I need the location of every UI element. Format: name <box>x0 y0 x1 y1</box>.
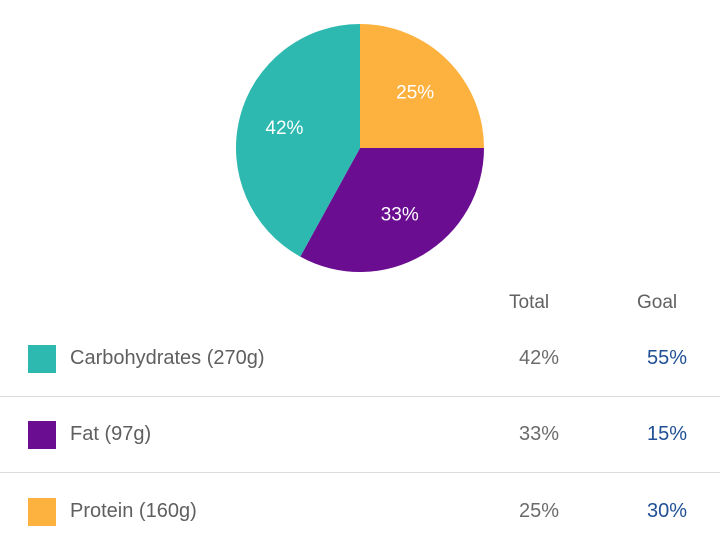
pie-slice-label: 42% <box>265 118 303 139</box>
row-divider <box>0 472 720 473</box>
pie-slice-label: 25% <box>396 82 434 103</box>
fat-color-swatch <box>28 421 56 449</box>
goal-column-header: Goal <box>637 292 678 313</box>
pie-slice <box>360 24 484 148</box>
total-column-header: Total <box>509 292 550 313</box>
protein-goal-value[interactable]: 30% <box>647 500 688 522</box>
protein-color-swatch <box>28 498 56 526</box>
carbohydrates-color-swatch <box>28 345 56 373</box>
carbohydrates-label: Carbohydrates (270g) <box>70 347 265 369</box>
carbohydrates-total-value: 42% <box>519 347 560 369</box>
pie-slice-label: 33% <box>381 205 419 226</box>
protein-total-value: 25% <box>519 500 560 522</box>
macro-row-fat[interactable]: Fat (97g) 33% 15% <box>0 397 720 473</box>
protein-label: Protein (160g) <box>70 500 197 522</box>
pie-slice <box>236 24 360 257</box>
fat-label: Fat (97g) <box>70 423 152 445</box>
row-divider <box>0 396 720 397</box>
macros-pie-chart: 25% 33% 42% <box>236 24 484 272</box>
pie-slice <box>300 148 484 272</box>
macro-row-carbohydrates[interactable]: Carbohydrates (270g) 42% 55% <box>0 321 720 397</box>
fat-total-value: 33% <box>519 423 560 445</box>
carbohydrates-goal-value[interactable]: 55% <box>647 347 688 369</box>
fat-goal-value[interactable]: 15% <box>647 423 688 445</box>
macro-row-protein[interactable]: Protein (160g) 25% 30% <box>0 473 720 549</box>
